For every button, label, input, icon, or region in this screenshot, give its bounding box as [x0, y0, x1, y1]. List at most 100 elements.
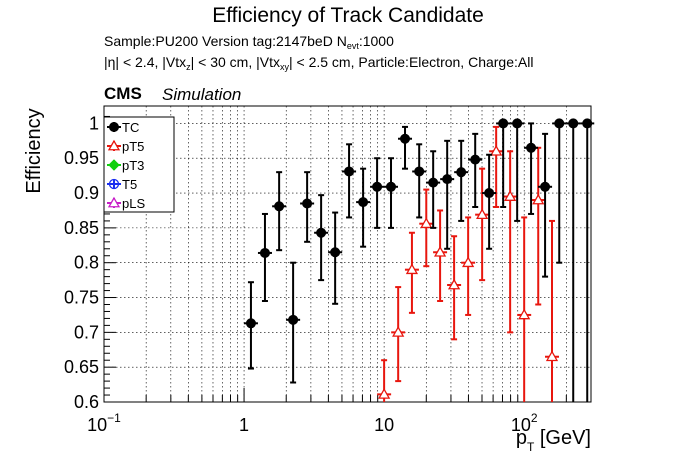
marker-tc — [554, 118, 565, 129]
data-point-tc — [300, 171, 315, 243]
data-point-tc — [286, 261, 301, 384]
marker-tc — [400, 133, 411, 144]
nevt-value: :1000 — [358, 33, 394, 49]
vtx-z-cut-text: | < 30 cm, |Vtx — [190, 54, 280, 70]
legend-marker — [109, 122, 119, 132]
chart-title: Efficiency of Track Candidate — [212, 4, 484, 27]
x-tick-label: 10−1 — [87, 411, 121, 435]
marker-tc — [582, 118, 593, 129]
marker-pt5 — [532, 193, 545, 205]
sample-info-text: Sample:PU200 Version tag:2147beD N — [104, 33, 347, 49]
marker-tc — [526, 142, 537, 153]
marker-tc — [330, 247, 341, 258]
eta-cut-text: |η| < 2.4, |Vtx — [104, 54, 187, 70]
legend-label: pLS — [122, 196, 145, 211]
data-point-tc — [482, 153, 497, 250]
data-point-tc — [566, 118, 581, 402]
legend-label: pT3 — [122, 158, 144, 173]
marker-tc — [456, 167, 467, 178]
data-point-tc — [356, 167, 371, 248]
nevt-subscript: evt — [346, 41, 359, 51]
x-axis-label-sub: T — [527, 440, 535, 454]
marker-pt5 — [545, 350, 559, 362]
marker-pt5 — [420, 217, 433, 229]
marker-tc — [442, 174, 453, 185]
marker-tc — [274, 201, 285, 212]
y-tick-label: 1 — [89, 113, 99, 133]
marker-tc — [540, 181, 551, 192]
data-point-tc — [370, 157, 385, 229]
x-tick-label-exponent: −1 — [107, 411, 121, 425]
data-point-pt5 — [475, 167, 490, 282]
data-point-pt5 — [433, 209, 448, 303]
y-tick-label: 0.6 — [74, 392, 99, 412]
marker-tc — [372, 181, 383, 192]
data-point-pt5 — [391, 286, 406, 383]
x-tick-label-base: 10 — [87, 415, 107, 435]
legend-item-pls: pLS — [107, 196, 145, 211]
y-tick-label: 0.7 — [74, 322, 99, 342]
data-point-tc — [384, 157, 399, 229]
data-point-tc — [426, 150, 441, 229]
marker-tc — [484, 188, 495, 199]
cms-label: CMS — [104, 84, 142, 103]
data-point-tc — [580, 118, 595, 402]
data-point-tc — [496, 118, 511, 208]
y-tick-label: 0.8 — [74, 253, 99, 273]
legend-label: T5 — [122, 177, 137, 192]
vtx-xy-subscript: xy — [279, 62, 289, 72]
data-point-tc — [257, 212, 272, 303]
data-point-pt5 — [377, 359, 392, 402]
data-point-tc — [412, 143, 427, 219]
legend-marker — [108, 159, 120, 171]
legend-item-pt5: pT5 — [107, 139, 144, 154]
marker-tc — [245, 318, 256, 329]
legend-item-tc: TC — [107, 120, 139, 135]
data-point-tc — [342, 143, 357, 219]
data-point-tc — [454, 139, 469, 222]
selection-cuts-line: |η| < 2.4, |Vtxz| < 30 cm, |Vtxxy| < 2.5… — [104, 54, 533, 72]
marker-pt5 — [433, 245, 447, 257]
data-point-pt5 — [517, 216, 532, 402]
legend-label: pT5 — [122, 139, 144, 154]
x-tick-label-base: 1 — [239, 415, 249, 435]
legend-marker — [107, 196, 121, 208]
series-tc — [243, 118, 595, 402]
marker-tc — [498, 118, 509, 129]
legend-marker — [108, 178, 120, 190]
marker-tc — [428, 177, 439, 188]
y-tick-label: 0.95 — [64, 148, 99, 168]
y-tick-label: 0.9 — [74, 183, 99, 203]
vtx-xy-cut-text: | < 2.5 cm, Particle:Electron, Charge:Al… — [288, 54, 534, 70]
marker-pt5 — [447, 278, 461, 290]
data-point-tc — [440, 139, 455, 250]
x-tick-label-exponent: 2 — [531, 411, 538, 425]
marker-pt5 — [504, 190, 517, 201]
data-point-tc — [468, 132, 483, 208]
marker-tc — [288, 314, 299, 325]
legend-item-pt3: pT3 — [107, 158, 144, 173]
marker-tc — [470, 154, 481, 165]
marker-tc — [414, 166, 425, 177]
data-point-pt5 — [544, 219, 559, 402]
marker-tc — [512, 118, 523, 129]
legend-label: TC — [122, 120, 139, 135]
marker-tc — [259, 247, 270, 258]
x-tick-label: 1 — [239, 415, 249, 435]
data-point-tc — [314, 194, 329, 282]
x-tick-label: 102 — [511, 411, 538, 435]
simulation-label: Simulation — [162, 85, 242, 104]
marker-tc — [386, 181, 397, 192]
x-axis-label: pT [GeV] — [516, 427, 591, 454]
marker-tc — [568, 118, 579, 129]
marker-pt5 — [392, 326, 405, 337]
marker-pt5 — [405, 263, 419, 275]
marker-pt5 — [490, 144, 503, 156]
marker-pt5 — [476, 208, 489, 220]
y-tick-label: 0.85 — [64, 218, 99, 238]
data-point-pt5 — [419, 188, 434, 268]
marker-tc — [302, 198, 313, 209]
data-point-tc — [398, 125, 413, 170]
x-axis-label-main: p — [516, 427, 527, 449]
